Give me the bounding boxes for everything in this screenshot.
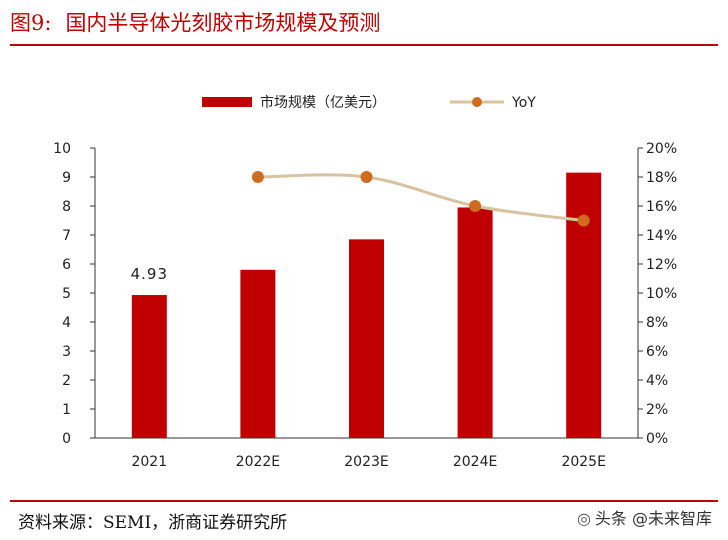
y-left-tick-label: 0: [62, 431, 71, 447]
watermark-icon: ◎: [576, 509, 591, 528]
y-right-tick-label: 10%: [646, 286, 677, 302]
x-tick-label: 2023E: [344, 454, 388, 470]
figure-title: 图9: 国内半导体光刻胶市场规模及预测: [10, 6, 380, 40]
y-left-tick-label: 8: [62, 199, 71, 215]
source-divider: [10, 500, 718, 502]
y-right-tick-label: 16%: [646, 199, 677, 215]
y-left-tick-label: 6: [62, 257, 71, 273]
yoy-line: [257, 173, 584, 222]
yoy-marker-2025e: [577, 214, 590, 227]
x-tick-label: 2024E: [453, 454, 497, 470]
market-size-chart: 市场规模（亿美元） YoY 0 1 2 3 4 5 6 7 8 9 10 0% 2% 4% 6% 8% 10% 12%…: [53, 94, 677, 470]
legend-line-label: YoY: [511, 95, 536, 111]
x-tick-label: 2021: [131, 454, 167, 470]
y-right-tick-label: 12%: [646, 257, 677, 273]
bar-data-label: 4.93: [131, 265, 168, 283]
bar-2021: [131, 295, 167, 438]
y-left-tick-label: 4: [62, 315, 71, 331]
legend-bar-swatch: [202, 97, 252, 107]
yoy-marker-2022e: [251, 171, 264, 183]
source-note: 资料来源：SEMI，浙商证券研究所: [18, 513, 288, 533]
y-right-tick-label: 18%: [646, 170, 677, 186]
y-left-tick-label: 2: [62, 373, 71, 389]
y-right-tick-label: 4%: [646, 373, 668, 389]
y-left-tick-label: 5: [62, 286, 71, 302]
watermark: ◎ 头条 @未来智库: [572, 503, 716, 531]
y-left-tick-label: 7: [62, 228, 71, 244]
x-tick-label: 2022E: [236, 454, 280, 470]
bar-2024e: [457, 207, 493, 438]
y-right-tick-label: 20%: [646, 141, 677, 157]
figure-number: 图9:: [10, 11, 52, 35]
y-left-tick-label: 9: [62, 170, 71, 186]
title-divider: [10, 44, 718, 46]
watermark-text: 头条 @未来智库: [594, 509, 712, 528]
x-tick-label: 2025E: [561, 454, 605, 470]
yoy-marker-2024e: [469, 200, 482, 212]
y-right-tick-label: 0%: [646, 431, 668, 447]
yoy-marker-2023e: [360, 171, 373, 183]
y-right-tick-label: 6%: [646, 344, 668, 360]
y-right-tick-label: 8%: [646, 315, 668, 331]
legend-line-marker: [472, 97, 482, 107]
figure-title-text: 国内半导体光刻胶市场规模及预测: [65, 11, 381, 35]
y-left-tick-label: 10: [53, 141, 71, 157]
bar-2025e: [566, 172, 602, 438]
y-left-tick-label: 3: [62, 344, 71, 360]
y-right-tick-label: 2%: [646, 402, 668, 418]
legend-bar-label: 市场规模（亿美元）: [260, 94, 386, 111]
bar-2022e: [240, 269, 276, 438]
y-left-tick-label: 1: [62, 402, 71, 418]
bar-2023e: [349, 239, 384, 438]
y-right-tick-label: 14%: [646, 228, 677, 244]
